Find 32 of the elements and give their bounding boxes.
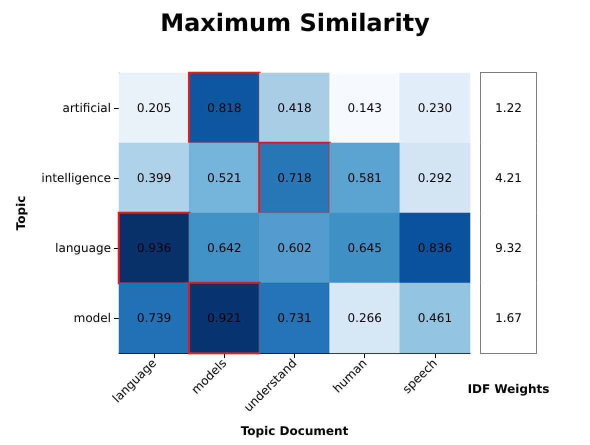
- y-tick-label: language: [55, 241, 111, 255]
- y-tick-label: artificial: [62, 101, 111, 115]
- y-axis-title: Topic: [14, 196, 28, 230]
- data-label: 0.602: [277, 241, 312, 255]
- data-label: 0.921: [207, 311, 242, 325]
- data-label: 9.32: [495, 241, 522, 255]
- data-label: 0.642: [207, 241, 242, 255]
- data-label: 0.292: [418, 171, 452, 185]
- data-label: 4.21: [495, 171, 522, 185]
- data-label: 0.418: [277, 101, 312, 115]
- data-label: 0.718: [277, 171, 312, 185]
- data-label: 1.67: [495, 311, 522, 325]
- data-label: 0.645: [348, 241, 382, 255]
- data-label: 0.399: [136, 171, 172, 185]
- y-tick-label: intelligence: [41, 171, 111, 185]
- data-label: 0.143: [348, 101, 382, 115]
- text: IDF Weights: [468, 382, 550, 396]
- data-label: 0.731: [277, 311, 312, 325]
- data-label: 0.461: [418, 311, 452, 325]
- data-label: 0.836: [418, 241, 452, 255]
- data-label: 0.581: [348, 171, 382, 185]
- data-label: 1.22: [495, 101, 522, 115]
- data-label: 0.521: [207, 171, 242, 185]
- x-axis-title: Topic Document: [240, 424, 349, 438]
- data-label: 0.266: [348, 311, 382, 325]
- data-label: 0.205: [136, 101, 172, 115]
- y-tick-label: model: [74, 311, 111, 325]
- data-label: 0.936: [136, 241, 172, 255]
- data-label: 0.818: [207, 101, 242, 115]
- data-label: 0.739: [136, 311, 172, 325]
- chart-title: Maximum Similarity: [160, 9, 430, 37]
- data-label: 0.230: [418, 101, 452, 115]
